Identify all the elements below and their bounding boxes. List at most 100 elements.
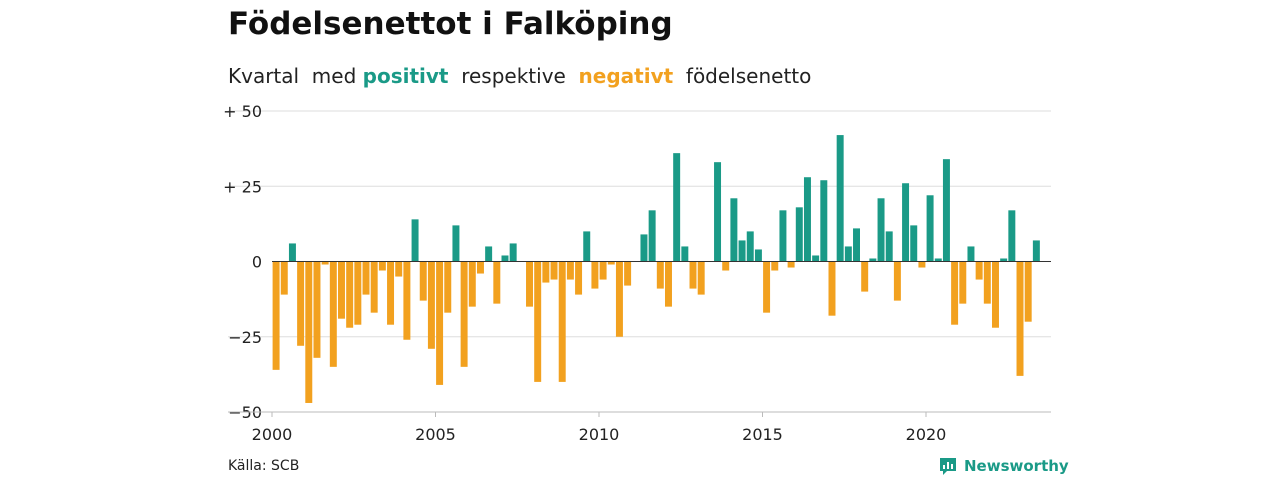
subtitle-post: födelsenetto bbox=[673, 64, 812, 88]
bar bbox=[599, 261, 607, 280]
bar bbox=[967, 246, 975, 262]
x-tick-label: 2010 bbox=[579, 425, 620, 444]
bar bbox=[305, 261, 313, 403]
bar bbox=[329, 261, 337, 367]
bar bbox=[468, 261, 476, 307]
bar bbox=[550, 261, 558, 280]
bar bbox=[583, 231, 591, 262]
source-note: Källa: SCB bbox=[228, 458, 300, 474]
bar bbox=[926, 195, 934, 262]
bar bbox=[779, 210, 787, 262]
bar bbox=[738, 240, 746, 262]
bar bbox=[575, 261, 583, 295]
bar bbox=[452, 225, 460, 262]
bar bbox=[918, 261, 926, 268]
bar bbox=[1008, 210, 1016, 262]
bar bbox=[427, 261, 435, 349]
bar bbox=[1016, 261, 1024, 376]
bar bbox=[362, 261, 370, 295]
bar bbox=[983, 261, 991, 304]
bar bbox=[795, 207, 803, 262]
bar bbox=[640, 234, 648, 262]
bar bbox=[476, 261, 484, 274]
bar bbox=[869, 258, 877, 262]
bar bbox=[288, 243, 296, 262]
bar bbox=[934, 258, 942, 262]
bar bbox=[844, 246, 852, 262]
bar bbox=[395, 261, 403, 277]
y-tick-label: + 50 bbox=[223, 102, 262, 121]
bar bbox=[338, 261, 345, 319]
bar bbox=[607, 261, 615, 265]
y-tick-label: −25 bbox=[228, 328, 262, 347]
bar bbox=[403, 261, 411, 340]
x-tick-label: 2020 bbox=[906, 425, 947, 444]
bar bbox=[460, 261, 468, 367]
bar bbox=[992, 261, 999, 328]
bar bbox=[354, 261, 362, 325]
bar bbox=[558, 261, 566, 382]
bar bbox=[436, 261, 444, 385]
bar bbox=[526, 261, 533, 307]
newsworthy-logo-icon bbox=[940, 458, 956, 475]
bar bbox=[697, 261, 705, 295]
bar bbox=[836, 135, 844, 262]
bar bbox=[1000, 258, 1008, 262]
bar bbox=[803, 177, 811, 262]
bar bbox=[754, 249, 762, 262]
bar bbox=[534, 261, 542, 382]
bar bbox=[828, 261, 836, 316]
bar bbox=[615, 261, 623, 337]
bar bbox=[1024, 261, 1032, 322]
subtitle-negative: negativt bbox=[578, 64, 674, 88]
chart-title: Födelsenettot i Falköping bbox=[228, 6, 673, 42]
subtitle-positive: positivt bbox=[362, 64, 449, 88]
bar bbox=[812, 255, 820, 262]
newsworthy-logo: Newsworthy bbox=[938, 456, 1069, 476]
bar bbox=[566, 261, 574, 280]
subtitle-pre: Kvartal med bbox=[228, 64, 363, 88]
bar bbox=[861, 261, 869, 292]
bar bbox=[648, 210, 656, 262]
bar bbox=[444, 261, 452, 313]
bar bbox=[910, 225, 918, 262]
bar bbox=[820, 180, 828, 262]
bar bbox=[877, 198, 885, 262]
chart-subtitle: Kvartal med positivt respektive negativt… bbox=[228, 64, 811, 88]
bar bbox=[681, 246, 689, 262]
logo-text: Newsworthy bbox=[964, 457, 1069, 475]
bar bbox=[665, 261, 672, 307]
bar bbox=[542, 261, 550, 283]
x-tick-label: 2015 bbox=[742, 425, 783, 444]
bar bbox=[321, 261, 329, 265]
bar bbox=[730, 198, 738, 262]
bar bbox=[763, 261, 771, 313]
bar bbox=[378, 261, 386, 271]
bar bbox=[509, 243, 517, 262]
bar bbox=[370, 261, 378, 313]
bar bbox=[853, 228, 860, 262]
bar bbox=[624, 261, 632, 286]
bar bbox=[893, 261, 901, 301]
y-tick-label: 0 bbox=[252, 253, 262, 272]
y-tick-label: + 25 bbox=[223, 177, 262, 196]
bar bbox=[959, 261, 967, 304]
bar bbox=[297, 261, 305, 346]
bar bbox=[1032, 240, 1040, 262]
bar bbox=[411, 219, 419, 262]
bar bbox=[714, 162, 722, 262]
bar bbox=[975, 261, 983, 280]
bar bbox=[771, 261, 779, 271]
bar bbox=[272, 261, 280, 370]
bar bbox=[902, 183, 910, 262]
bar bbox=[673, 153, 681, 262]
bar bbox=[280, 261, 288, 295]
bar bbox=[885, 231, 893, 262]
bar bbox=[501, 255, 509, 262]
bar bbox=[387, 261, 395, 325]
bar bbox=[485, 246, 493, 262]
bar bbox=[722, 261, 730, 271]
bar bbox=[419, 261, 427, 301]
bar bbox=[656, 261, 664, 289]
